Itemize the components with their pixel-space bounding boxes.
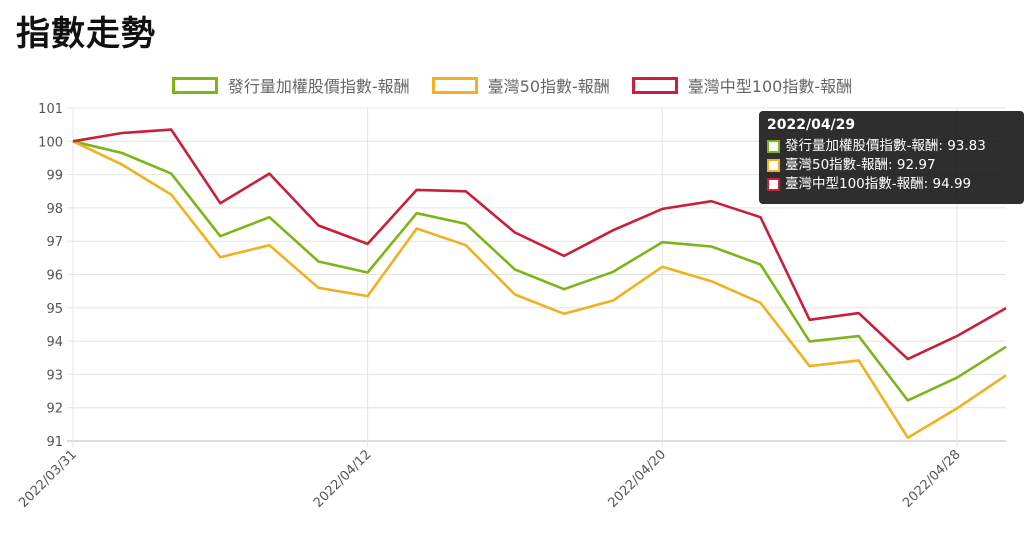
page-title: 指數走勢 (16, 14, 156, 54)
x-tick-label: 2022/04/12 (311, 447, 375, 511)
tooltip-label-midcap100: 臺灣中型100指數-報酬: 94.99 (785, 176, 972, 192)
legend-label-taiex: 發行量加權股價指數-報酬 (227, 77, 410, 96)
tooltip-row-midcap100: 臺灣中型100指數-報酬: 94.99 (767, 175, 1024, 194)
x-tick-label: 2022/04/28 (900, 447, 964, 511)
legend-swatch-midcap100 (631, 76, 678, 94)
y-tick-label: 98 (46, 202, 63, 217)
x-tick-label: 2022/03/31 (16, 447, 80, 511)
chart-tooltip: 2022/04/29 發行量加權股價指數-報酬: 93.83 臺灣50指數-報酬… (759, 111, 1024, 204)
tooltip-title: 2022/04/29 (767, 117, 856, 133)
tooltip-label-taiex: 發行量加權股價指數-報酬: 93.83 (785, 138, 986, 154)
legend-label-tw50: 臺灣50指數-報酬 (487, 77, 610, 96)
y-tick-label: 96 (46, 269, 63, 284)
legend-item-midcap100[interactable]: 臺灣中型100指數-報酬 (631, 73, 853, 97)
y-tick-label: 95 (46, 302, 63, 317)
tooltip-label-tw50: 臺灣50指數-報酬: 92.97 (785, 157, 936, 173)
chart-legend: 發行量加權股價指數-報酬 臺灣50指數-報酬 臺灣中型100指數-報酬 (0, 70, 1024, 100)
tooltip-row-taiex: 發行量加權股價指數-報酬: 93.83 (767, 137, 1024, 156)
series-line-1 (72, 140, 1007, 440)
y-tick-label: 99 (46, 169, 63, 184)
y-tick-label: 101 (38, 102, 63, 117)
y-tick-label: 91 (46, 435, 63, 450)
tooltip-swatch-midcap100 (767, 178, 780, 191)
y-tick-label: 94 (46, 335, 63, 350)
series-line-2 (72, 128, 1007, 361)
legend-swatch-tw50 (431, 76, 478, 94)
legend-label-midcap100: 臺灣中型100指數-報酬 (687, 77, 853, 96)
y-tick-label: 93 (46, 368, 63, 383)
legend-item-taiex[interactable]: 發行量加權股價指數-報酬 (171, 73, 410, 97)
tooltip-row-tw50: 臺灣50指數-報酬: 92.97 (767, 156, 1024, 175)
series-line-0 (72, 140, 1007, 402)
legend-item-tw50[interactable]: 臺灣50指數-報酬 (431, 73, 610, 97)
x-tick-label: 2022/04/20 (605, 447, 669, 511)
y-tick-label: 97 (46, 235, 63, 250)
y-tick-label: 92 (46, 402, 63, 417)
legend-swatch-taiex (171, 76, 218, 94)
tooltip-swatch-tw50 (767, 159, 780, 172)
tooltip-swatch-taiex (767, 140, 780, 153)
y-tick-label: 100 (38, 135, 63, 150)
